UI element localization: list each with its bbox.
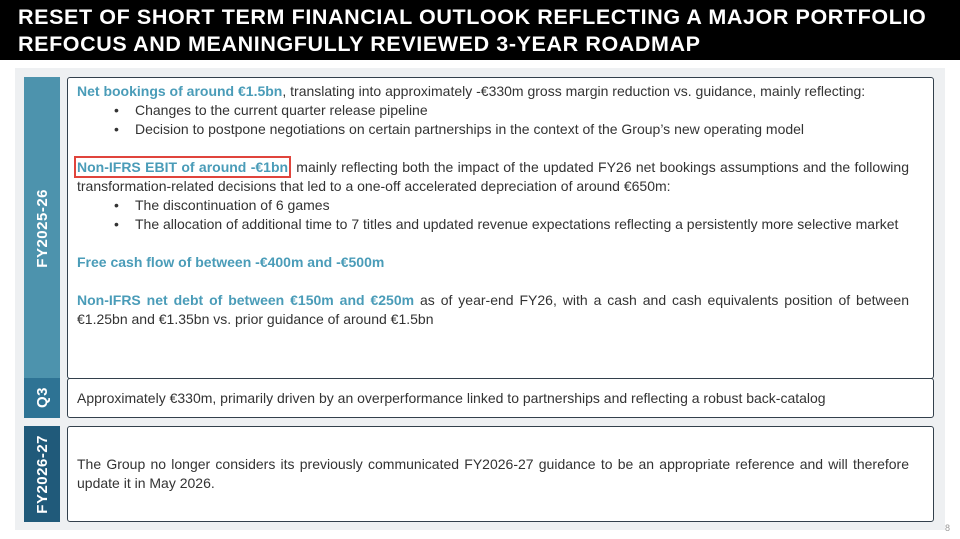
- section-tab: Q3: [24, 378, 60, 418]
- item: Net bookings of around €1.5bn, translati…: [77, 82, 909, 139]
- text: , translating into approximately -€330m …: [282, 83, 866, 99]
- item: Approximately €330m, primarily driven by…: [77, 389, 909, 408]
- bullet: The allocation of additional time to 7 t…: [114, 215, 909, 234]
- item: Non-IFRS net debt of between €150m and €…: [77, 291, 909, 329]
- highlight: Free cash flow of between -€400m and -€5…: [77, 254, 385, 270]
- content-panel: FY2025-26 Net bookings of around €1.5bn, …: [15, 68, 945, 530]
- item: Non-IFRS EBIT of around -€1bn, mainly re…: [73, 156, 909, 234]
- bullet: The discontinuation of 6 games: [114, 196, 909, 215]
- section-tab: FY2026-27: [24, 426, 60, 522]
- section-row: FY2026-27 The Group no longer considers i…: [24, 426, 934, 522]
- bullet-list: Changes to the current quarter release p…: [77, 101, 909, 139]
- section-row: Q3 Approximately €330m, primarily driven …: [24, 378, 934, 418]
- paragraph: Net bookings of around €1.5bn, translati…: [77, 82, 909, 101]
- paragraph: Non-IFRS net debt of between €150m and €…: [77, 291, 909, 329]
- title: RESET OF SHORT TERM FINANCIAL OUTLOOK RE…: [0, 0, 960, 60]
- bullet-list: The discontinuation of 6 gamesThe alloca…: [77, 196, 909, 234]
- highlight: Net bookings of around €1.5bn: [77, 83, 283, 99]
- text: Approximately €330m, primarily driven by…: [77, 389, 826, 406]
- bullet: Decision to postpone negotiations on cer…: [114, 120, 909, 139]
- highlight: Non-IFRS EBIT of around -€1bn: [73, 156, 292, 178]
- paragraph: Free cash flow of between -€400m and -€5…: [77, 253, 909, 272]
- text: , mainly reflecting both the impact of t…: [77, 159, 909, 194]
- item: The Group no longer considers its previo…: [77, 455, 909, 493]
- section-label: FY2025-26: [33, 188, 51, 268]
- bullet: Changes to the current quarter release p…: [114, 101, 909, 120]
- text: The Group no longer considers its previo…: [77, 456, 909, 491]
- section-tab: FY2025-26: [24, 77, 60, 379]
- section-row: FY2025-26 Net bookings of around €1.5bn, …: [24, 77, 934, 379]
- text: as of year-end FY26, with a cash and cas…: [77, 292, 909, 327]
- paragraph: Non-IFRS EBIT of around -€1bn, mainly re…: [73, 156, 909, 196]
- section-label: Q3: [33, 387, 51, 409]
- section-box: The Group no longer considers its previo…: [67, 426, 934, 522]
- section-label: FY2026-27: [33, 434, 51, 514]
- paragraph: The Group no longer considers its previo…: [77, 455, 909, 493]
- highlight: Non-IFRS net debt of between €150m and €…: [77, 292, 415, 308]
- section-box: Approximately €330m, primarily driven by…: [67, 378, 934, 418]
- page-number: 8: [944, 523, 950, 533]
- paragraph: Approximately €330m, primarily driven by…: [77, 389, 909, 408]
- item: Free cash flow of between -€400m and -€5…: [77, 253, 909, 272]
- section-box: Net bookings of around €1.5bn, translati…: [67, 77, 934, 379]
